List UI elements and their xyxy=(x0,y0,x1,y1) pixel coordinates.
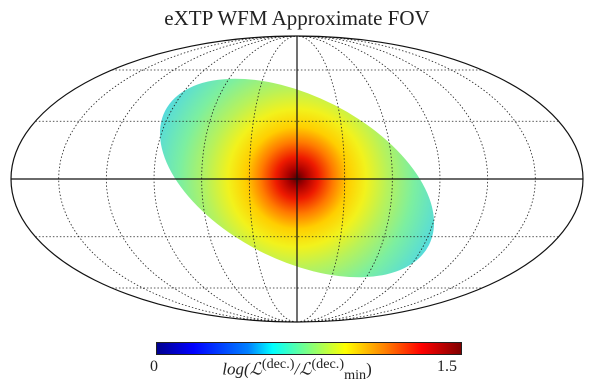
fov-heatmap xyxy=(127,60,467,300)
label-denominator-sup: (dec.) xyxy=(311,356,345,372)
colorbar-min-label: 0 xyxy=(150,358,158,375)
meridian-line xyxy=(296,35,346,323)
label-denominator-sub: min xyxy=(344,367,367,384)
meridian-line xyxy=(296,35,536,323)
meridian-line xyxy=(58,35,298,323)
label-numerator: log(ℒ xyxy=(222,359,262,379)
map-title: eXTP WFM Approximate FOV xyxy=(164,6,430,30)
colorbar-max-label: 1.5 xyxy=(437,358,457,375)
label-close: ) xyxy=(366,359,372,379)
label-denominator: /ℒ xyxy=(294,359,312,379)
colorbar-label: log(ℒ(dec.)/ℒ(dec.)min) xyxy=(0,356,594,384)
colorbar xyxy=(156,342,462,355)
mollweide-map xyxy=(10,35,584,323)
fov-region xyxy=(127,60,467,300)
label-numerator-sup: (dec.) xyxy=(261,356,295,372)
